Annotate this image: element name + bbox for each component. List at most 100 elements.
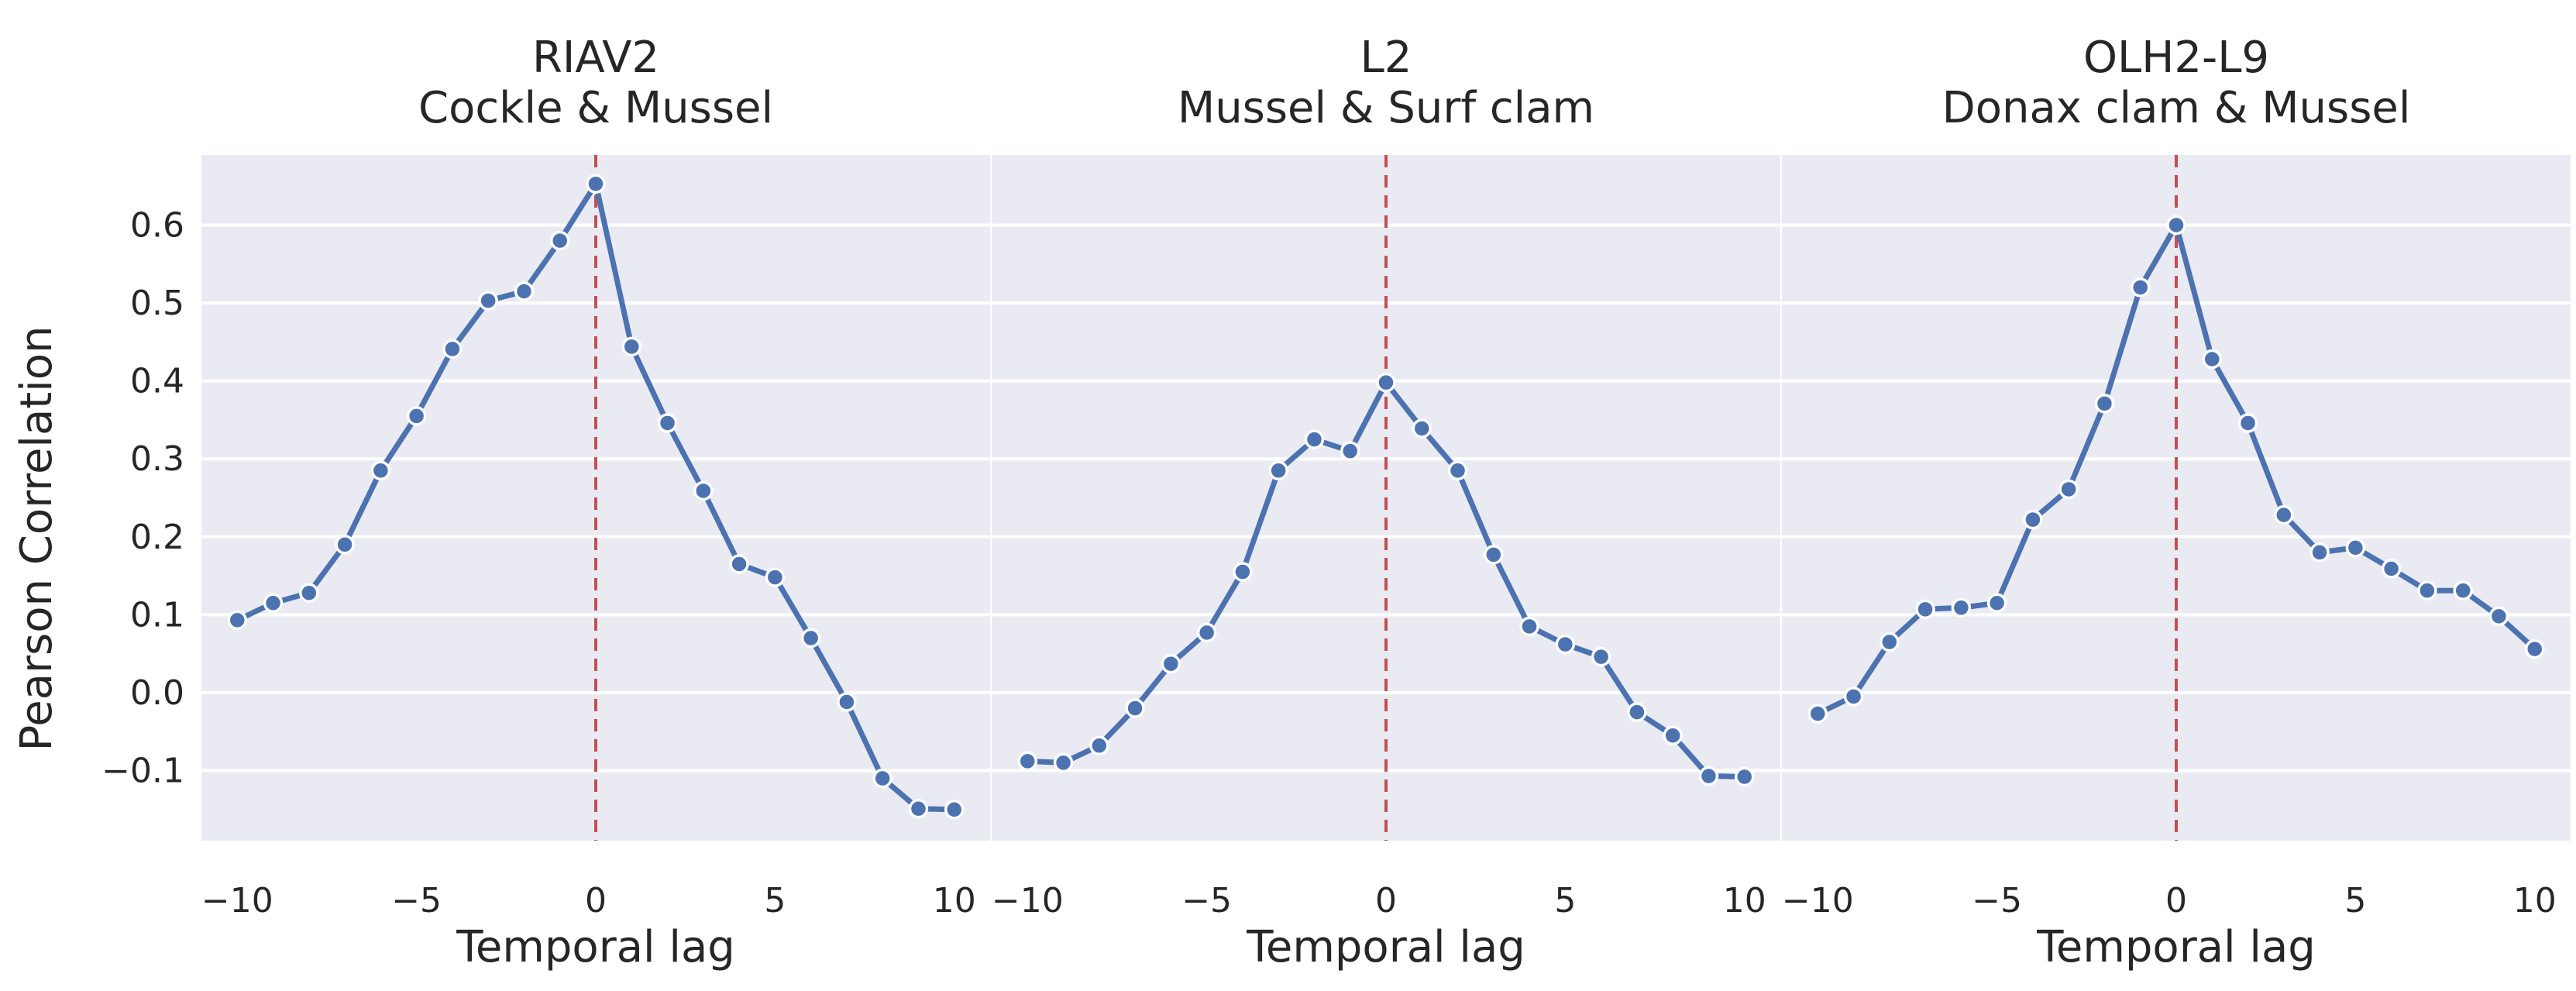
data-point — [2417, 580, 2437, 600]
y-axis-label: Pearson Correlation — [12, 325, 62, 751]
data-point — [335, 535, 355, 555]
panel-title: L2 — [1360, 33, 1412, 83]
data-point — [1376, 372, 1396, 393]
x-tick-label: −10 — [1782, 881, 1854, 920]
y-tick-label: 0.1 — [130, 595, 184, 635]
data-point — [2130, 277, 2151, 298]
data-point — [2166, 215, 2186, 236]
data-point — [1698, 766, 1719, 786]
x-tick-label: 5 — [1554, 881, 1576, 920]
x-axis-label: Temporal lag — [2036, 922, 2316, 972]
panel-subtitle: Mussel & Surf clam — [1178, 83, 1594, 133]
data-point — [2309, 542, 2330, 563]
x-tick-label: −10 — [201, 881, 273, 920]
data-point — [549, 230, 570, 251]
data-point — [2488, 606, 2509, 627]
data-point — [1555, 634, 1576, 655]
x-tick-label: −5 — [1972, 881, 2022, 920]
x-tick-label: 10 — [933, 881, 976, 920]
data-point — [2058, 479, 2079, 500]
data-point — [1017, 751, 1038, 772]
data-point — [800, 628, 821, 649]
data-point — [1734, 766, 1755, 787]
data-point — [2274, 504, 2294, 525]
x-tick-label: 10 — [2513, 881, 2557, 920]
x-tick-label: −5 — [391, 881, 442, 920]
x-tick-label: −10 — [992, 881, 1064, 920]
data-point — [1627, 702, 1647, 722]
data-point — [2524, 638, 2545, 659]
data-point — [837, 692, 857, 712]
data-point — [2345, 538, 2366, 558]
data-point — [1125, 698, 1145, 718]
data-point — [1951, 597, 1972, 618]
data-point — [1986, 593, 2007, 614]
y-tick-label: 0.0 — [130, 673, 184, 713]
y-tick-label: 0.3 — [130, 439, 184, 479]
y-tick-label: 0.4 — [130, 362, 184, 401]
data-point — [514, 281, 535, 301]
data-point — [1663, 725, 1683, 745]
data-point — [1196, 622, 1217, 643]
data-point — [1161, 653, 1181, 674]
x-tick-label: −5 — [1181, 881, 1232, 920]
data-point — [1807, 704, 1828, 724]
data-point — [1843, 686, 1864, 707]
data-point — [765, 567, 786, 587]
data-point — [908, 799, 929, 819]
y-tick-label: 0.6 — [130, 206, 184, 246]
data-point — [621, 336, 642, 357]
y-tick-label: −0.1 — [101, 751, 184, 790]
x-axis-label: Temporal lag — [1246, 922, 1525, 972]
data-point — [586, 174, 606, 194]
data-point — [693, 480, 714, 501]
data-point — [1304, 429, 1325, 449]
data-point — [406, 406, 427, 426]
x-tick-label: 10 — [1723, 881, 1766, 920]
data-point — [2094, 394, 2115, 414]
data-point — [2453, 580, 2473, 600]
data-point — [227, 610, 248, 631]
y-tick-label: 0.2 — [130, 518, 184, 557]
x-axis-label: Temporal lag — [456, 922, 735, 972]
data-point — [299, 583, 319, 603]
data-point — [2381, 559, 2402, 579]
data-point — [2023, 509, 2043, 530]
panel-subtitle: Donax clam & Mussel — [1942, 83, 2411, 133]
data-point — [1880, 631, 1900, 652]
data-point — [944, 800, 965, 820]
data-point — [1447, 460, 1468, 481]
y-tick-label: 0.5 — [130, 284, 184, 323]
x-tick-label: 5 — [2344, 881, 2366, 920]
data-point — [872, 768, 892, 789]
data-point — [263, 593, 284, 614]
x-tick-label: 0 — [2165, 881, 2187, 920]
data-point — [1268, 460, 1288, 481]
data-point — [1915, 599, 1935, 620]
data-point — [1233, 562, 1253, 582]
data-point — [1484, 545, 1504, 565]
data-point — [729, 554, 749, 574]
data-point — [1412, 418, 1432, 439]
data-point — [1519, 616, 1539, 637]
data-point — [1053, 752, 1074, 773]
panel-subtitle: Cockle & Mussel — [418, 83, 773, 133]
data-point — [1340, 441, 1360, 461]
data-point — [478, 291, 498, 311]
data-point — [2237, 413, 2258, 433]
data-point — [442, 339, 463, 360]
panel-title: RIAV2 — [532, 33, 659, 83]
data-point — [1591, 646, 1611, 667]
x-tick-label: 0 — [585, 881, 607, 920]
x-tick-label: 5 — [764, 881, 786, 920]
data-point — [2202, 349, 2223, 370]
data-point — [1089, 735, 1109, 756]
x-tick-label: 0 — [1375, 881, 1397, 920]
data-point — [370, 460, 391, 481]
panel-title: OLH2-L9 — [2083, 33, 2269, 83]
